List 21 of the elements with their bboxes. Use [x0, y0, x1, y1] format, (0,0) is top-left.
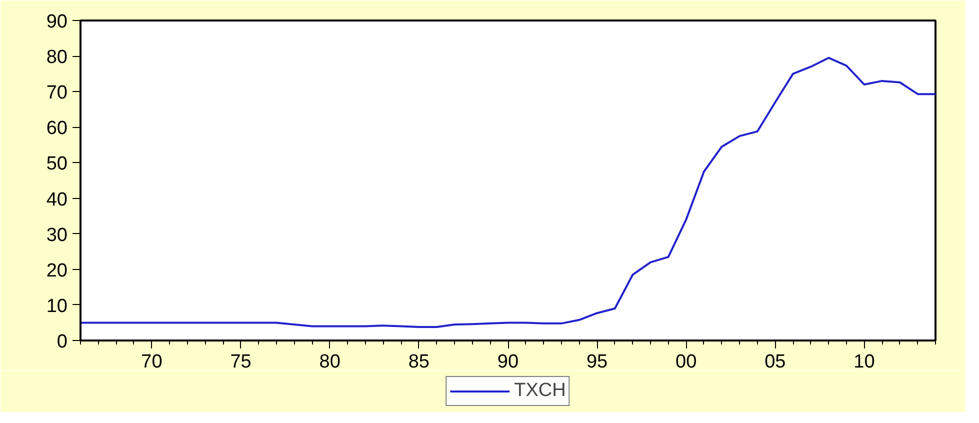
x-tick-label: 80: [319, 352, 340, 372]
x-tick-label: 85: [408, 352, 430, 372]
x-tick-label: 90: [497, 352, 519, 372]
y-tick-label: 70: [46, 82, 68, 104]
y-tick-label: 50: [46, 154, 68, 175]
line-series: [80, 56, 936, 328]
x-tick-label: 05: [764, 352, 786, 372]
x-tick-label: 95: [586, 352, 608, 372]
y-tick-label: 0: [56, 332, 68, 352]
y-tick-label: 20: [46, 260, 68, 282]
y-tick-label: 90: [46, 12, 68, 32]
x-tick-label: 10: [854, 352, 875, 372]
y-tick-label: 10: [46, 296, 68, 317]
y-tick-label: 30: [46, 224, 68, 246]
x-tick-label: 00: [676, 352, 697, 372]
y-tick-label: 60: [46, 118, 68, 140]
y-tick-label: 80: [46, 47, 68, 68]
legend-label: TXCH: [514, 380, 566, 402]
x-tick-label: 70: [141, 352, 162, 372]
x-tick-label: 75: [230, 352, 252, 372]
y-tick-label: 40: [46, 189, 68, 210]
